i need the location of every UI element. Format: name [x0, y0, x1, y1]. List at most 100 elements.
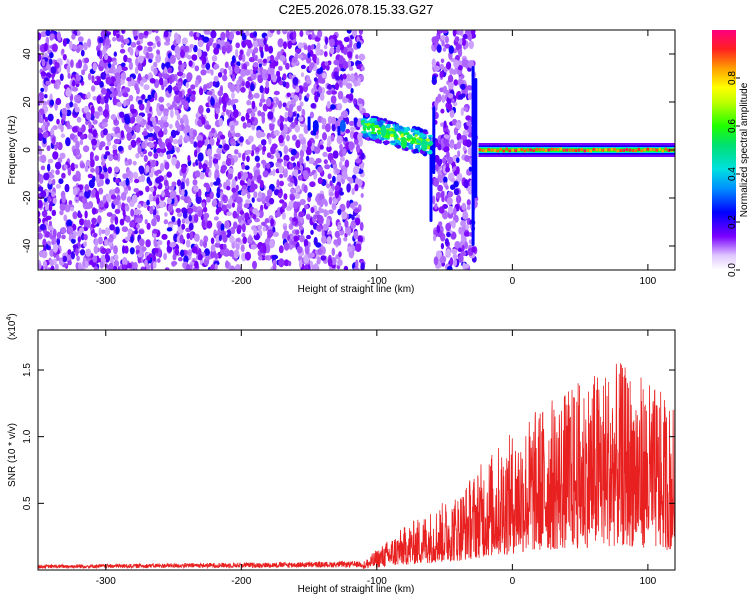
noise-speckle	[439, 70, 444, 78]
noise-speckle	[207, 148, 212, 157]
noise-speckle	[283, 259, 290, 267]
noise-speckle	[337, 44, 341, 52]
noise-speckle	[452, 253, 458, 259]
noise-speckle	[127, 158, 133, 166]
noise-speckle	[38, 172, 41, 181]
noise-speckle	[194, 79, 199, 88]
noise-speckle	[150, 167, 155, 174]
noise-speckle	[294, 124, 301, 133]
noise-speckle	[145, 52, 150, 59]
noise-speckle	[126, 169, 131, 177]
noise-speckle	[132, 160, 137, 166]
noise-speckle	[235, 48, 239, 58]
noise-speckle	[241, 223, 246, 233]
noise-speckle	[239, 136, 244, 143]
noise-speckle	[59, 73, 64, 81]
noise-speckle	[443, 176, 448, 184]
noise-speckle	[262, 226, 267, 232]
noise-speckle	[70, 251, 75, 260]
noise-speckle	[267, 189, 273, 197]
noise-speckle	[317, 166, 324, 173]
noise-speckle	[443, 146, 450, 153]
noise-speckle	[166, 227, 173, 232]
noise-speckle	[436, 44, 442, 53]
noise-speckle	[440, 58, 445, 64]
noise-speckle	[38, 94, 41, 103]
noise-speckle	[468, 166, 472, 172]
noise-speckle	[161, 115, 168, 121]
noise-speckle	[353, 165, 360, 174]
noise-speckle	[257, 58, 263, 64]
noise-speckle	[184, 124, 191, 133]
noise-speckle	[333, 198, 338, 205]
noise-speckle	[39, 223, 47, 231]
carrier-point	[565, 148, 568, 152]
noise-speckle	[465, 115, 472, 121]
noise-speckle	[47, 267, 52, 270]
noise-speckle	[216, 147, 223, 155]
noise-speckle	[345, 82, 353, 89]
noise-speckle	[443, 120, 447, 129]
noise-speckle	[74, 164, 79, 169]
noise-speckle	[175, 208, 182, 213]
snr-frame	[37, 329, 676, 571]
noise-speckle	[336, 135, 343, 145]
noise-speckle	[203, 84, 208, 93]
noise-speckle	[316, 42, 321, 50]
noise-speckle	[50, 66, 57, 74]
noise-speckle	[83, 234, 88, 241]
noise-speckle	[201, 63, 206, 69]
noise-speckle	[465, 224, 469, 231]
noise-speckle	[63, 164, 68, 170]
noise-speckle	[193, 233, 200, 242]
noise-speckle	[460, 107, 464, 116]
noise-speckle	[83, 63, 88, 72]
noise-speckle	[436, 34, 440, 42]
noise-speckle	[222, 243, 227, 250]
noise-speckle	[140, 266, 145, 270]
noise-speckle	[285, 62, 290, 70]
noise-speckle	[93, 80, 100, 86]
noise-speckle	[78, 213, 83, 219]
x-tick-label: -100	[367, 576, 387, 587]
burst-point	[390, 140, 396, 144]
noise-speckle	[236, 61, 241, 67]
carrier-point	[484, 149, 487, 153]
noise-speckle	[259, 98, 266, 103]
burst-point	[400, 133, 404, 138]
noise-speckle	[346, 200, 350, 209]
noise-speckle	[257, 110, 262, 117]
noise-speckle	[105, 193, 112, 203]
noise-speckle	[445, 166, 450, 173]
y-tick-label: 40	[22, 48, 33, 60]
noise-speckle	[172, 86, 179, 92]
noise-speckle	[270, 218, 274, 227]
x-tick-label: -300	[96, 576, 116, 587]
noise-speckle	[303, 184, 308, 194]
noise-speckle	[86, 91, 91, 99]
noise-speckle	[301, 108, 306, 118]
noise-speckle	[239, 49, 244, 56]
noise-speckle	[126, 196, 132, 204]
carrier-point	[478, 148, 481, 152]
carrier-point	[520, 148, 523, 152]
noise-speckle	[342, 148, 347, 157]
noise-speckle	[246, 122, 252, 128]
noise-speckle	[279, 122, 284, 131]
noise-speckle	[282, 102, 287, 108]
noise-speckle	[282, 125, 288, 135]
noise-speckle	[292, 30, 297, 39]
noise-speckle	[133, 262, 138, 270]
noise-speckle	[212, 158, 219, 164]
noise-speckle	[194, 170, 201, 178]
noise-speckle	[317, 248, 323, 255]
noise-speckle	[99, 81, 104, 88]
noise-speckle	[206, 196, 211, 203]
noise-speckle	[298, 224, 304, 231]
noise-speckle	[298, 92, 302, 102]
noise-speckle	[81, 197, 88, 205]
noise-speckle	[225, 30, 230, 39]
noise-speckle	[196, 146, 201, 153]
burst-point	[365, 137, 370, 141]
